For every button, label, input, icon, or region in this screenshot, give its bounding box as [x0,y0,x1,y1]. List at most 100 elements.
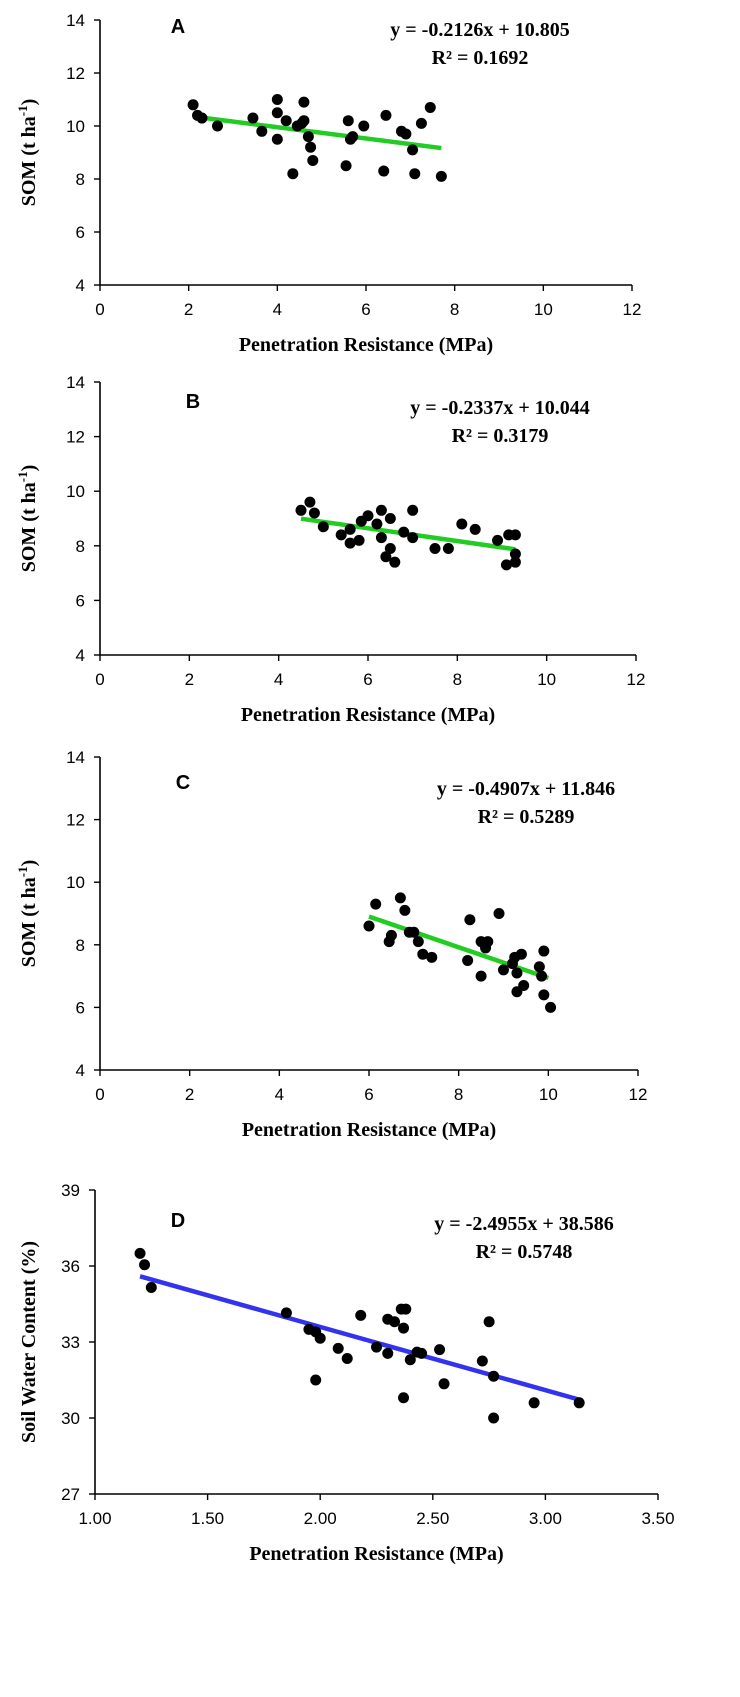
data-point [435,170,447,182]
trendline-r-squared: R² = 0.3179 [452,425,549,447]
data-point [307,154,319,166]
data-point [271,107,283,119]
data-point [498,964,509,976]
trendline-r-squared: R² = 0.1692 [432,47,529,69]
x-tick-label: 4 [275,1085,284,1104]
panel-letter: D [171,1210,185,1232]
y-axis-title-main: SOM (t ha [18,877,40,967]
data-point [476,1355,488,1367]
chart-panel-b: 0 2 4 6 8 10 12 4 6 8 10 12 14 Penetration Resistance… [15,373,645,726]
data-point [335,529,347,541]
data-point [434,1344,446,1356]
y-tick-label: 4 [76,1061,85,1080]
data-point [280,115,292,127]
y-tick-label: 8 [76,170,85,189]
data-point [462,954,474,966]
data-point [518,979,530,991]
data-point [384,543,396,555]
y-axis-title-superscript: -1 [15,471,30,482]
trendline-equation: y = -0.2126x + 10.805 [390,19,569,41]
y-tick-label: 4 [76,276,85,295]
y-axis-title-main: Soil Water Content (%) [18,1241,40,1443]
data-point [302,131,314,143]
data-point [538,945,550,957]
x-tick-label: 4 [274,670,283,689]
y-axis-title: Soil Water Content (%) [18,1241,40,1443]
data-point [304,496,316,508]
y-tick-label: 14 [66,748,85,767]
data-point [187,99,199,111]
data-point [139,1259,151,1271]
x-tick-label: 4 [273,300,282,319]
data-point [340,160,352,172]
data-point [417,948,429,960]
y-tick-label: 4 [76,646,85,665]
data-point [134,1247,146,1259]
data-point [536,970,548,982]
y-tick-label: 8 [76,537,85,556]
data-point [488,1370,500,1382]
data-point [442,543,454,555]
y-tick-label: 30 [61,1409,80,1428]
y-axis-title-main: SOM (t ha [18,116,40,206]
data-point [475,970,487,982]
data-point [371,518,383,530]
chart-panel-a: 0 2 4 6 8 10 12 4 6 8 10 12 14 Penetration Resistance… [15,11,641,356]
data-point [409,168,421,180]
data-point [464,914,476,926]
data-point [375,504,387,516]
data-point [353,534,365,546]
data-point [314,1332,326,1344]
x-axis-title: Penetration Resistance (MPa) [242,1119,496,1141]
data-point [347,131,359,143]
data-point [415,117,427,129]
x-tick-label: 12 [623,300,642,319]
x-tick-label: 8 [453,670,462,689]
y-axis-title-close: ) [18,860,40,867]
trendline [192,114,442,151]
x-tick-label: 8 [450,300,459,319]
y-axis-title-main: SOM (t ha [18,482,40,572]
y-tick-label: 6 [76,998,85,1017]
data-point [342,115,354,127]
data-point [509,556,521,568]
data-point [493,908,505,919]
x-tick-label: 2.00 [304,1509,337,1528]
data-point [511,967,523,979]
trendline-equation: y = -2.4955x + 38.586 [434,1213,613,1235]
data-point [145,1282,157,1294]
y-tick-label: 10 [66,482,85,501]
data-point [362,510,374,522]
data-point [400,128,412,140]
x-tick-label: 0 [95,670,104,689]
data-point [509,529,521,541]
x-tick-label: 1.00 [78,1509,111,1528]
panel-letter: B [186,391,200,413]
y-axis-title: SOM (t ha-1) [15,99,40,207]
data-point [295,504,307,516]
data-point [426,951,438,963]
data-point [247,112,259,124]
x-tick-label: 2 [185,1085,194,1104]
x-tick-label: 2 [185,670,194,689]
data-point [528,1397,540,1409]
y-tick-label: 27 [61,1485,80,1504]
data-point [384,513,396,524]
data-point [344,537,356,549]
trendline [139,1274,580,1402]
y-tick-label: 14 [66,11,85,30]
data-point [398,1322,410,1334]
data-point [438,1378,450,1390]
data-point [408,926,420,938]
y-tick-label: 10 [66,873,85,892]
data-point [389,556,401,568]
trendline-equation: y = -0.4907x + 11.846 [437,778,615,800]
data-point [344,523,356,535]
chart-panel-c: 0 2 4 6 8 10 12 4 6 8 10 12 14 Penetration Resistance… [15,748,647,1141]
y-tick-label: 12 [66,64,85,83]
trendline-r-squared: R² = 0.5289 [478,806,575,828]
x-axis-title: Penetration Resistance (MPa) [239,334,493,356]
y-axis-title-superscript: -1 [15,105,30,116]
y-axis-title: SOM (t ha-1) [15,860,40,968]
